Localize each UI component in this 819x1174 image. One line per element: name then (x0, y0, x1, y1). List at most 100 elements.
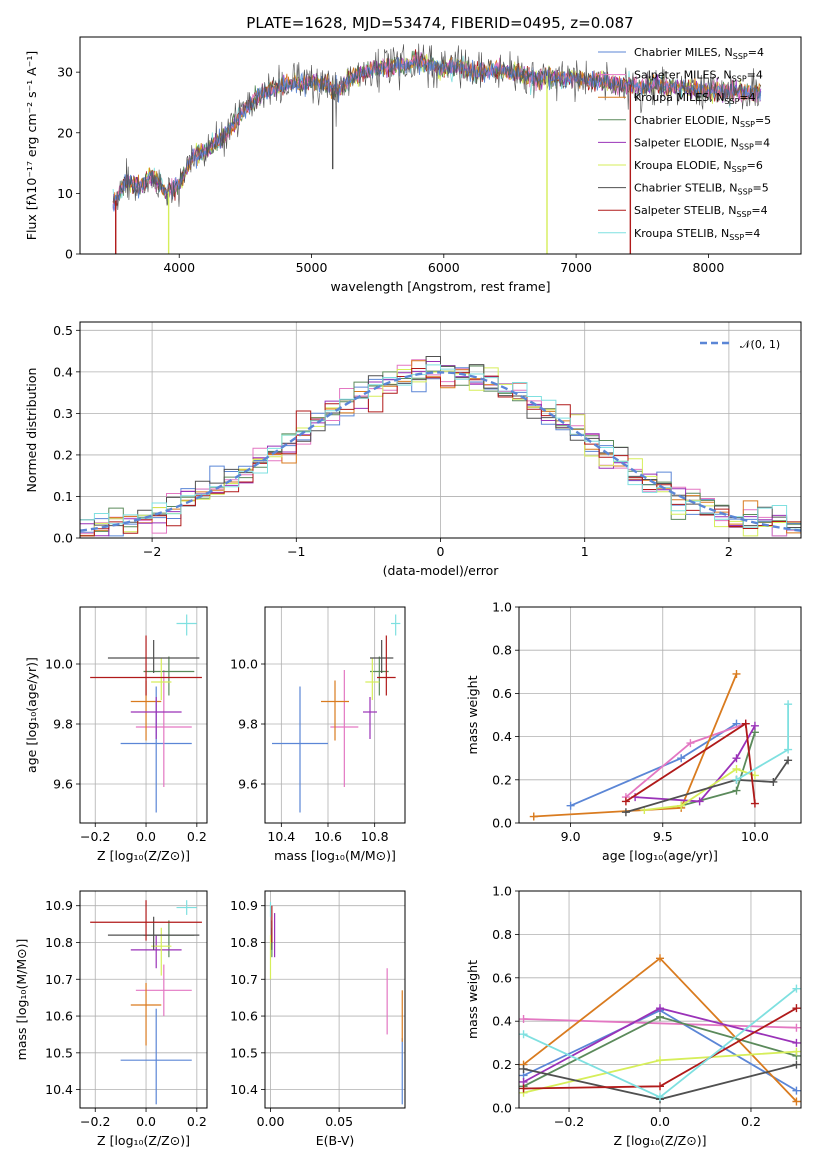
histogram-8 (80, 364, 801, 530)
x-tick-label: 5000 (296, 260, 328, 275)
weight-marker (741, 719, 750, 728)
x-tick-label: 0.0 (136, 1114, 156, 1129)
y-tick-label: 0.2 (53, 447, 73, 462)
x-tick-label: 0.2 (187, 1114, 207, 1129)
y-tick-label: 0.0 (492, 1101, 512, 1116)
weight-marker (656, 1012, 664, 1021)
histogram-6 (80, 356, 801, 528)
figure-title: PLATE=1628, MJD=53474, FIBERID=0495, z=0… (246, 14, 633, 32)
y-tick-label: 0 (65, 247, 73, 262)
weight-line (625, 759, 789, 814)
x-tick-label: 7000 (560, 260, 592, 275)
y-tick-label: 0.4 (53, 364, 73, 379)
x-tick-label: 8000 (692, 260, 724, 275)
weight-marker (656, 1056, 664, 1065)
y-axis-label: mass weight (465, 960, 480, 1039)
axes-frame (518, 890, 802, 1109)
x-tick-label: −0.2 (80, 1114, 110, 1129)
x-tick-label: −1 (287, 544, 305, 559)
weight-marker (732, 765, 741, 773)
y-tick-label: 10.9 (45, 898, 73, 913)
y-tick-label: 10.5 (45, 1045, 73, 1060)
weight-marker (732, 754, 741, 763)
y-tick-label: 0.2 (492, 772, 512, 787)
weight-marker (621, 797, 630, 806)
y-tick-label: 10 (57, 186, 73, 201)
legend-label: 𝒩(0, 1) (740, 338, 780, 351)
y-tick-label: 10.7 (45, 972, 73, 987)
y-tick-label: 0.0 (53, 531, 73, 546)
weight-marker (519, 1015, 528, 1024)
y-tick-label: 0.3 (53, 406, 73, 421)
weight-marker (519, 1084, 528, 1093)
normal-curve (79, 371, 802, 532)
x-tick-label: 0.0 (650, 1114, 670, 1129)
x-tick-label: 1 (581, 544, 589, 559)
panel-residuals: −2 −1 0 1 2 0.0 0.1 0.2 0.3 0.4 0.5 (data-model)/er… (24, 321, 802, 578)
weight-marker (792, 1097, 801, 1106)
y-tick-label: 9.6 (53, 777, 73, 792)
weight-marker (784, 756, 793, 765)
y-tick-label: 10.8 (230, 935, 258, 950)
weight-marker (750, 799, 759, 808)
legend-label: Chabrier ELODIE, NSSP=5 (634, 114, 771, 129)
x-tick-label: 6000 (428, 260, 460, 275)
y-tick-label: 0.2 (492, 1057, 512, 1072)
x-tick-label: 0.2 (741, 1114, 761, 1129)
y-tick-label: 10.4 (45, 1082, 73, 1097)
x-tick-label: 2 (725, 544, 733, 559)
y-axis-label: mass [log₁₀(M/M⊙)] (14, 939, 29, 1061)
y-tick-label: 0.6 (492, 686, 512, 701)
weight-marker (656, 1093, 664, 1102)
weight-marker (677, 801, 686, 810)
panel-age-vs-mass: 10.4 10.6 10.8 9.6 9.8 10.0 mass [log₁₀(M/M⊙)] (230, 606, 406, 863)
weight-marker (695, 797, 704, 806)
weight-marker (656, 1082, 664, 1091)
spectrum-line (112, 51, 762, 211)
histogram-7 (80, 368, 801, 537)
y-tick-label: 1.0 (492, 600, 512, 615)
y-tick-label: 0.4 (492, 1014, 512, 1029)
panel-mass-vs-EBV: 0.00 0.05 10.4 10.5 10.6 10.7 10.8 10.9 E(B-V) (230, 890, 406, 1148)
y-axis-label: age [log₁₀(age/yr)] (24, 657, 39, 773)
y-tick-label: 10.7 (230, 972, 258, 987)
spectrum-line (112, 43, 762, 211)
y-axis-label: mass weight (465, 675, 480, 754)
x-axis-label: Z [log₁₀(Z/Z⊙)] (614, 1133, 707, 1148)
axes-frame (264, 606, 406, 824)
x-tick-label: 9.5 (653, 829, 673, 844)
weight-marker (656, 1004, 664, 1013)
weight-marker (686, 739, 695, 748)
axes-frame (518, 606, 802, 824)
x-tick-label: 9.0 (561, 829, 581, 844)
x-tick-label: 4000 (163, 260, 195, 275)
weight-marker (769, 777, 778, 786)
weight-marker (656, 954, 664, 963)
weight-marker (792, 1047, 801, 1056)
axes-frame (79, 606, 208, 824)
x-tick-label: −2 (143, 544, 161, 559)
weight-marker (621, 808, 630, 817)
y-axis-label: Flux [fλ10⁻¹⁷ erg cm⁻² s⁻¹ A⁻¹] (24, 51, 39, 240)
panel-mass-vs-Z: −0.2 0.0 0.2 10.4 10.5 10.6 10.7 10.8 10.9 Z [log… (14, 890, 208, 1148)
weight-line (523, 1018, 797, 1029)
weight-marker (792, 1060, 801, 1069)
x-tick-label: −0.2 (554, 1114, 584, 1129)
x-tick-label: −0.2 (80, 829, 110, 844)
weight-marker (792, 984, 801, 993)
axes-frame (79, 36, 802, 255)
y-tick-label: 10.9 (230, 898, 258, 913)
legend-label: Chabrier STELIB, NSSP=5 (634, 182, 769, 197)
weight-marker (732, 669, 741, 678)
y-tick-label: 20 (57, 125, 73, 140)
y-tick-label: 1.0 (492, 884, 512, 899)
x-axis-label: age [log₁₀(age/yr)] (602, 848, 718, 863)
weight-marker (519, 1030, 528, 1039)
x-axis-label: Z [log₁₀(Z/Z⊙)] (97, 848, 190, 863)
legend-label: Kroupa STELIB, NSSP=4 (634, 227, 760, 242)
legend-label: Salpeter ELODIE, NSSP=4 (634, 136, 770, 151)
legend-label: Chabrier MILES, NSSP=4 (634, 46, 764, 61)
legend-label: Salpeter STELIB, NSSP=4 (634, 204, 768, 219)
y-tick-label: 10.6 (45, 1009, 73, 1024)
y-tick-label: 10.0 (230, 657, 258, 672)
